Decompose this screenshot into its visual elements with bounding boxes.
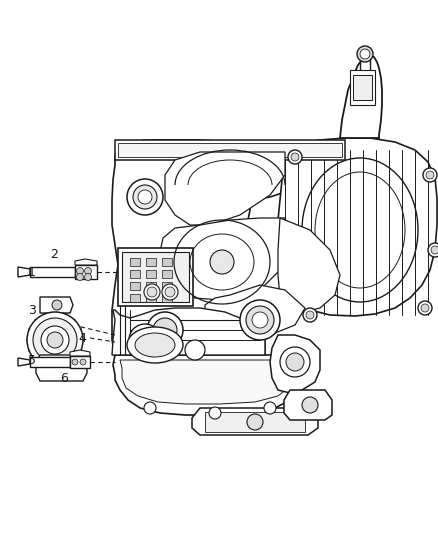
Bar — [350, 70, 375, 105]
Ellipse shape — [246, 306, 274, 334]
Polygon shape — [18, 267, 30, 277]
Bar — [146, 294, 156, 302]
Ellipse shape — [85, 268, 92, 274]
Ellipse shape — [185, 340, 205, 360]
Ellipse shape — [133, 185, 157, 209]
Ellipse shape — [423, 168, 437, 182]
Ellipse shape — [47, 332, 63, 348]
Ellipse shape — [252, 312, 268, 328]
Ellipse shape — [129, 324, 161, 356]
Bar — [146, 270, 156, 278]
Polygon shape — [192, 408, 318, 435]
Ellipse shape — [210, 250, 234, 274]
Polygon shape — [165, 152, 285, 225]
Polygon shape — [278, 138, 437, 316]
Bar — [353, 75, 372, 100]
Polygon shape — [205, 285, 305, 338]
Ellipse shape — [421, 304, 429, 312]
Bar — [162, 294, 172, 302]
Ellipse shape — [162, 284, 178, 300]
Ellipse shape — [72, 359, 78, 365]
Ellipse shape — [41, 326, 69, 354]
Ellipse shape — [153, 318, 177, 342]
Bar — [70, 356, 90, 368]
Polygon shape — [18, 358, 30, 366]
Ellipse shape — [77, 273, 84, 280]
Ellipse shape — [431, 246, 438, 254]
Bar — [118, 143, 342, 157]
Polygon shape — [113, 355, 300, 415]
Ellipse shape — [33, 318, 77, 362]
Ellipse shape — [135, 330, 155, 350]
Bar — [146, 258, 156, 266]
Ellipse shape — [144, 402, 156, 414]
Bar — [30, 357, 70, 367]
Ellipse shape — [426, 171, 434, 179]
Bar — [118, 248, 193, 306]
Bar — [130, 270, 140, 278]
Ellipse shape — [288, 150, 302, 164]
Bar — [122, 252, 189, 302]
Text: 6: 6 — [60, 372, 68, 384]
Ellipse shape — [360, 49, 370, 59]
Bar — [30, 267, 75, 277]
Ellipse shape — [209, 407, 221, 419]
Bar — [162, 258, 172, 266]
Ellipse shape — [135, 333, 175, 357]
Text: 4: 4 — [78, 332, 86, 344]
Polygon shape — [160, 218, 285, 300]
Ellipse shape — [85, 273, 92, 280]
Bar — [162, 270, 172, 278]
Ellipse shape — [77, 268, 84, 274]
Ellipse shape — [357, 46, 373, 62]
Ellipse shape — [280, 347, 310, 377]
Ellipse shape — [264, 402, 276, 414]
Bar — [146, 282, 156, 290]
Bar — [205, 412, 305, 432]
Ellipse shape — [52, 300, 62, 310]
Polygon shape — [40, 297, 73, 313]
Bar — [130, 294, 140, 302]
Ellipse shape — [127, 179, 163, 215]
Polygon shape — [284, 390, 332, 420]
Bar — [115, 140, 345, 160]
Ellipse shape — [291, 153, 299, 161]
Ellipse shape — [80, 359, 86, 365]
Bar — [162, 282, 172, 290]
Ellipse shape — [27, 312, 83, 368]
Bar — [75, 265, 97, 279]
Polygon shape — [36, 355, 87, 381]
Text: 3: 3 — [28, 303, 36, 317]
Text: 1: 1 — [28, 265, 36, 279]
Polygon shape — [120, 360, 290, 404]
Ellipse shape — [165, 287, 175, 297]
Ellipse shape — [303, 308, 317, 322]
Ellipse shape — [302, 397, 318, 413]
Ellipse shape — [418, 301, 432, 315]
Ellipse shape — [127, 327, 183, 363]
Ellipse shape — [147, 287, 157, 297]
Ellipse shape — [138, 190, 152, 204]
Polygon shape — [70, 350, 90, 356]
Polygon shape — [112, 308, 265, 355]
Text: 5: 5 — [28, 353, 36, 367]
Text: 2: 2 — [50, 248, 58, 262]
Ellipse shape — [240, 300, 280, 340]
Ellipse shape — [428, 243, 438, 257]
Ellipse shape — [286, 353, 304, 371]
Polygon shape — [340, 55, 382, 138]
Ellipse shape — [144, 284, 160, 300]
Ellipse shape — [147, 312, 183, 348]
Polygon shape — [75, 259, 97, 265]
Bar — [130, 282, 140, 290]
Polygon shape — [112, 140, 295, 392]
Ellipse shape — [306, 311, 314, 319]
Bar — [130, 258, 140, 266]
Polygon shape — [278, 218, 340, 312]
Polygon shape — [270, 335, 320, 393]
Ellipse shape — [247, 414, 263, 430]
